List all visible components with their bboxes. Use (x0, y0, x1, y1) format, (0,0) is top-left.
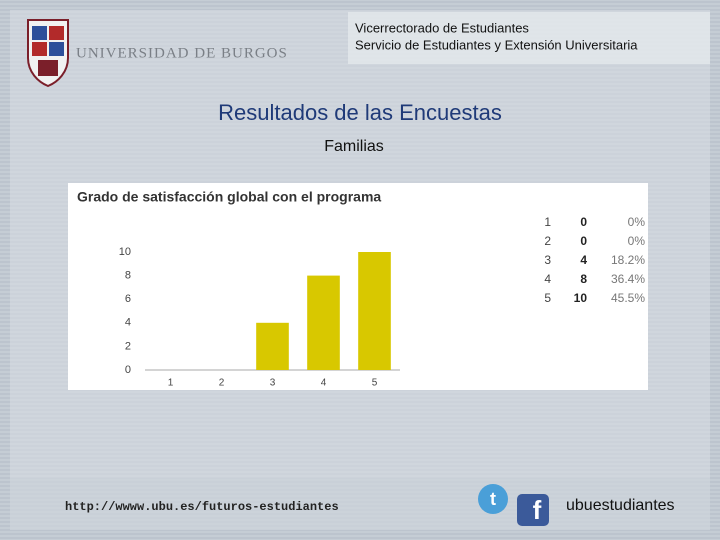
footer-band (10, 478, 710, 530)
y-tick-label: 8 (125, 270, 131, 282)
table-cell: 45.5% (611, 291, 645, 305)
table-cell: 0 (580, 215, 587, 229)
table-cell: 4 (544, 272, 551, 286)
table-cell: 0 (580, 234, 587, 248)
university-name: UNIVERSIDAD DE BURGOS (76, 45, 288, 61)
x-tick-label: 3 (270, 378, 276, 389)
y-tick-label: 0 (125, 364, 131, 376)
bar (358, 252, 391, 370)
slide-subtitle: Familias (324, 138, 384, 155)
table-cell: 8 (580, 272, 587, 286)
table-cell: 36.4% (611, 272, 645, 286)
y-tick-label: 6 (125, 293, 131, 305)
twitter-icon: t (478, 484, 508, 514)
table-cell: 0% (628, 215, 646, 229)
y-tick-label: 10 (119, 246, 131, 258)
x-tick-label: 5 (372, 378, 378, 389)
x-tick-label: 4 (321, 378, 327, 389)
table-cell: 18.2% (611, 253, 645, 267)
chart-title: Grado de satisfacción global con el prog… (77, 189, 381, 205)
header-line: Servicio de Estudiantes y Extensión Univ… (355, 37, 638, 52)
chart-area (68, 183, 648, 390)
table-cell: 1 (544, 215, 551, 229)
table-cell: 2 (544, 234, 551, 248)
table-cell: 5 (544, 291, 551, 305)
bar (307, 275, 340, 370)
table-cell: 10 (574, 291, 588, 305)
x-tick-label: 2 (219, 378, 225, 389)
table-cell: 3 (544, 253, 551, 267)
table-cell: 4 (580, 253, 587, 267)
slide-title: Resultados de las Encuestas (218, 100, 502, 125)
header-line: Vicerrectorado de Estudiantes (355, 20, 529, 35)
footer-handle: ubuestudiantes (566, 497, 675, 514)
footer-url: http://wwww.ubu.es/futuros-estudiantes (65, 500, 339, 514)
facebook-icon: f (517, 494, 549, 526)
svg-text:f: f (533, 495, 542, 525)
table-cell: 0% (628, 234, 646, 248)
header-box (348, 12, 710, 64)
logo (27, 19, 69, 88)
svg-text:t: t (490, 489, 496, 509)
x-tick-label: 1 (168, 378, 174, 389)
y-tick-label: 4 (125, 317, 131, 329)
y-tick-label: 2 (125, 340, 131, 352)
data-table: 1 0 0%2 0 0%3 4 18.2%4 8 36.4%5 10 45.5% (544, 215, 645, 305)
bar (256, 322, 289, 370)
